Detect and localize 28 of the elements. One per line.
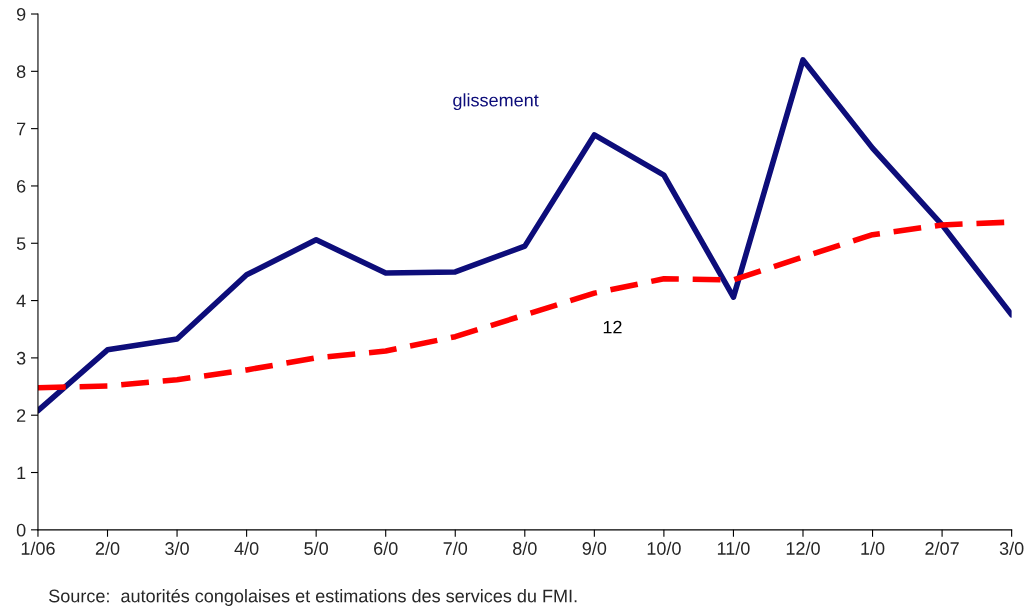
y-tick-label: 4 [16, 294, 26, 308]
y-tick-label: 5 [16, 237, 26, 250]
x-tick-label: 11/0 [717, 541, 750, 555]
y-tick-label: 7 [17, 122, 26, 136]
x-tick-label: 9/0 [582, 541, 607, 555]
x-tick-label: 2/07 [925, 541, 959, 555]
y-tick-label: 9 [16, 7, 26, 21]
y-tick-label: 1 [17, 466, 26, 480]
x-tick-label: 1/06 [21, 541, 55, 555]
y-tick-label: 8 [16, 65, 26, 79]
x-tick-label: 8/0 [513, 541, 537, 555]
x-tick-label: 4/0 [234, 541, 259, 555]
x-tick-label: 7/0 [443, 541, 468, 555]
x-tick-label: 2/0 [95, 541, 120, 555]
text: glissement [453, 93, 539, 111]
x-tick-label: 1/0 [861, 541, 885, 555]
x-tick-label: 6/0 [374, 541, 398, 555]
x-tick-label: 10/0 [647, 541, 681, 555]
x-tick-label: 3/0 [999, 541, 1024, 555]
source-note: Source: autorités congolaises et estimations des services du FMI. [49, 588, 577, 606]
y-tick-label: 6 [17, 179, 26, 193]
y-tick-label: 3 [16, 351, 26, 365]
x-tick-label: 12/0 [786, 541, 820, 555]
y-tick-label: 2 [17, 409, 26, 422]
x-tick-label: 3/0 [165, 541, 189, 555]
x-tick-label: 5/0 [304, 541, 328, 555]
y-tick-label: 0 [16, 523, 26, 537]
series-label: 12 [603, 320, 622, 334]
